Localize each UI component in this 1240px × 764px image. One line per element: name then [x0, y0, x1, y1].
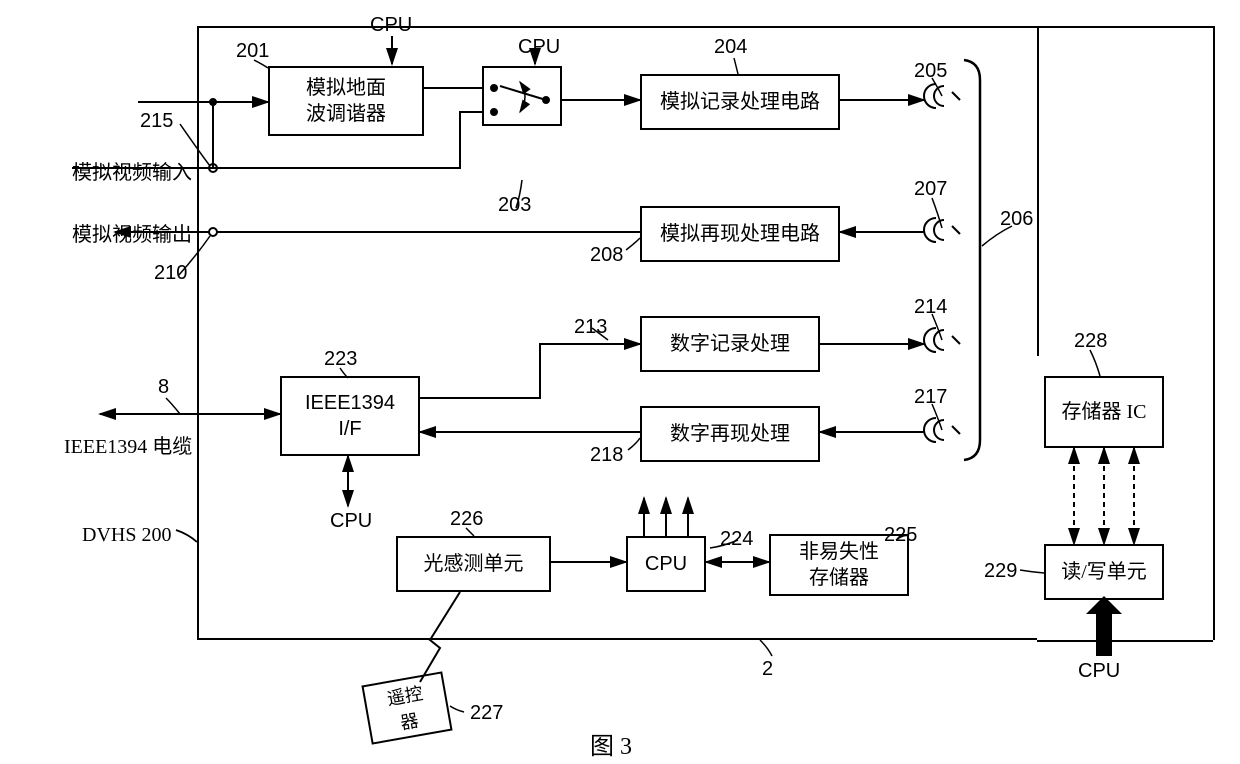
ref-208: 208: [590, 244, 623, 267]
ref-205: 205: [914, 60, 947, 83]
ref-227: 227: [470, 702, 503, 725]
ref-215: 215: [140, 110, 173, 133]
cpu-block: CPU: [626, 536, 706, 592]
ref-217: 217: [914, 386, 947, 409]
ref-210: 210: [154, 262, 187, 285]
main-frame-top-right: [1037, 26, 1039, 356]
analog-play-block: 模拟再现处理电路: [640, 206, 840, 262]
ref-207: 207: [914, 178, 947, 201]
digital-rec-text: 数字记录处理: [670, 331, 790, 357]
ref-2-label: 2: [762, 658, 773, 681]
analog-play-text: 模拟再现处理电路: [660, 221, 820, 247]
dvhs-label: DVHS 200: [82, 524, 171, 547]
mem-ic-block: 存储器 IC: [1044, 376, 1164, 448]
mem-ic-text: 存储器 IC: [1062, 399, 1147, 425]
rw-unit-block: 读/写单元: [1044, 544, 1164, 600]
switch-block: [482, 66, 562, 126]
analog-in-label: 模拟视频输入: [72, 156, 192, 185]
opt-sense-text: 光感测单元: [424, 551, 524, 577]
ref-204: 204: [714, 36, 747, 59]
ref-223: 223: [324, 348, 357, 371]
remote-text: 遥控器: [385, 679, 429, 736]
cpu-bottom1-label: CPU: [330, 510, 372, 533]
ref-214: 214: [914, 296, 947, 319]
ref-203: 203: [498, 194, 531, 217]
remote-block: 遥控器: [361, 671, 452, 744]
ref-225: 225: [884, 524, 917, 547]
nv-mem-text: 非易失性存储器: [799, 539, 879, 591]
main-frame-righttop: [1037, 26, 1213, 28]
ieee1394-block: IEEE1394I/F: [280, 376, 420, 456]
digital-play-block: 数字再现处理: [640, 406, 820, 462]
analog-rec-block: 模拟记录处理电路: [640, 74, 840, 130]
cpu-top2-label: CPU: [518, 36, 560, 59]
ref-213: 213: [574, 316, 607, 339]
ref-226: 226: [450, 508, 483, 531]
digital-rec-block: 数字记录处理: [640, 316, 820, 372]
ref-224: 224: [720, 528, 753, 551]
ref-228: 228: [1074, 330, 1107, 353]
ref-206: 206: [1000, 208, 1033, 231]
ref-201: 201: [236, 40, 269, 63]
main-frame-bottom-right: [1037, 640, 1213, 642]
ieee-cable-label: IEEE1394 电缆: [64, 430, 192, 459]
figure-label: 图 3: [590, 726, 632, 761]
rw-unit-text: 读/写单元: [1061, 559, 1147, 585]
digital-play-text: 数字再现处理: [670, 421, 790, 447]
opt-sense-block: 光感测单元: [396, 536, 551, 592]
tuner-text: 模拟地面波调谐器: [306, 75, 386, 127]
analog-out-label: 模拟视频输出: [72, 218, 192, 247]
ref-218: 218: [590, 444, 623, 467]
tuner-block: 模拟地面波调谐器: [268, 66, 424, 136]
ieee1394-text: IEEE1394I/F: [305, 390, 395, 442]
ref-229: 229: [984, 560, 1017, 583]
analog-rec-text: 模拟记录处理电路: [660, 89, 820, 115]
ref-8-label: 8: [158, 376, 169, 399]
main-frame-rightside: [1213, 26, 1215, 640]
cpu-text: CPU: [645, 551, 687, 577]
cpu-right-label: CPU: [1078, 660, 1120, 683]
cpu-top1-label: CPU: [370, 14, 412, 37]
